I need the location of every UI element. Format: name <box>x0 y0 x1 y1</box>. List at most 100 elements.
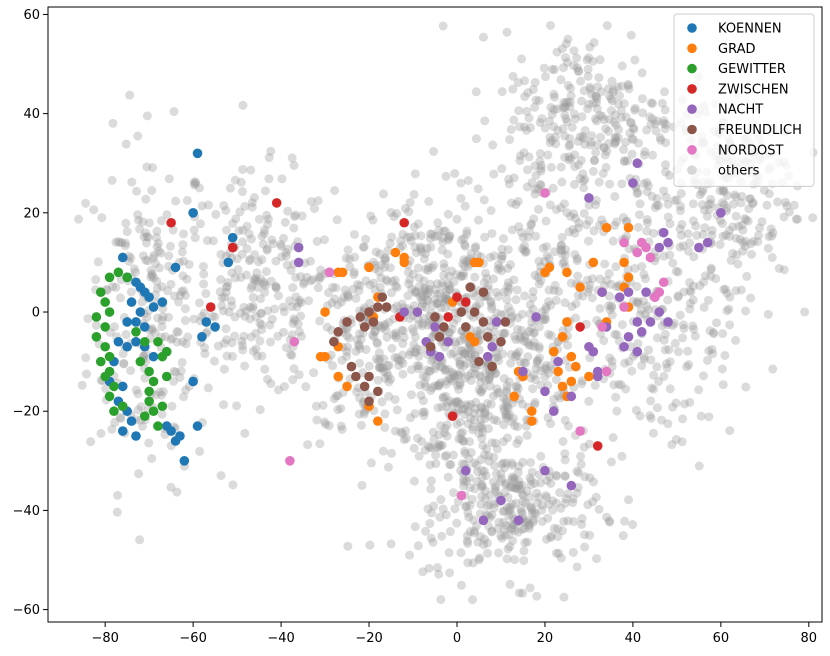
others-point <box>254 257 264 267</box>
others-point <box>673 267 683 277</box>
others-point <box>519 358 529 368</box>
others-point <box>505 135 515 145</box>
others-point <box>697 187 707 197</box>
others-point <box>612 282 622 292</box>
others-point <box>791 214 801 224</box>
others-point <box>569 209 579 219</box>
others-point <box>499 517 509 527</box>
point-nordost <box>619 237 629 248</box>
others-point <box>222 281 232 291</box>
others-point <box>411 287 421 297</box>
others-point <box>81 369 91 379</box>
others-point <box>718 329 728 339</box>
others-point <box>504 283 514 293</box>
others-point <box>306 276 316 286</box>
others-point <box>448 488 458 498</box>
others-point <box>528 304 538 314</box>
others-point <box>731 335 741 345</box>
others-point <box>497 244 507 254</box>
others-point <box>527 505 537 515</box>
others-point <box>285 296 295 306</box>
others-point <box>328 282 338 292</box>
others-point <box>436 303 446 313</box>
others-point <box>430 285 440 295</box>
others-point <box>240 311 250 321</box>
others-point <box>336 403 346 413</box>
others-point <box>179 392 189 402</box>
others-point <box>642 125 652 135</box>
others-point <box>610 133 620 143</box>
others-point <box>620 156 630 166</box>
others-point <box>733 259 743 269</box>
others-point <box>413 314 423 324</box>
others-point <box>603 126 613 136</box>
others-point <box>764 189 774 199</box>
others-point <box>491 486 501 496</box>
others-point <box>700 223 710 233</box>
others-point <box>421 382 431 392</box>
others-point <box>631 405 641 415</box>
others-point <box>617 179 627 189</box>
others-point <box>728 222 738 232</box>
others-point <box>405 314 415 324</box>
others-point <box>531 364 541 374</box>
point-gewitter <box>91 332 102 342</box>
others-point <box>613 82 623 92</box>
others-point <box>563 80 573 90</box>
point-nacht <box>482 351 493 362</box>
others-point <box>216 471 226 481</box>
others-point <box>497 251 507 261</box>
others-point <box>642 214 652 224</box>
others-point <box>494 291 504 301</box>
others-point <box>469 415 479 425</box>
others-point <box>492 308 502 318</box>
others-point <box>440 428 450 438</box>
point-grad <box>509 391 519 402</box>
others-point <box>480 116 490 126</box>
others-point <box>411 347 421 357</box>
others-point <box>469 458 479 468</box>
others-point <box>428 301 438 311</box>
others-point <box>148 163 158 173</box>
others-point <box>251 344 261 354</box>
others-point <box>570 228 580 238</box>
others-point <box>549 523 559 533</box>
y-tick-label: −60 <box>13 603 40 618</box>
point-freundlich <box>456 307 467 317</box>
others-point <box>688 281 698 291</box>
others-point <box>503 281 513 291</box>
others-point <box>239 331 249 341</box>
others-point <box>510 352 520 362</box>
others-point <box>312 236 322 246</box>
others-point <box>611 262 621 272</box>
others-point <box>545 200 555 210</box>
others-point <box>435 289 445 299</box>
others-point <box>537 516 547 526</box>
others-point <box>501 413 511 423</box>
others-point <box>414 273 424 283</box>
others-point <box>477 433 487 443</box>
others-point <box>175 372 185 382</box>
others-point <box>611 392 621 402</box>
others-point <box>420 249 430 259</box>
others-point <box>718 231 728 241</box>
others-point <box>343 291 353 301</box>
others-point <box>333 300 343 310</box>
others-point <box>526 503 536 513</box>
others-point <box>526 219 536 229</box>
point-koennen <box>139 322 150 332</box>
others-point <box>410 169 420 179</box>
others-point <box>147 323 157 333</box>
others-point <box>443 279 453 289</box>
others-point <box>396 236 406 246</box>
others-point <box>250 250 260 260</box>
others-point <box>568 498 578 508</box>
others-point <box>558 63 568 73</box>
others-point <box>518 496 528 506</box>
others-point <box>592 116 602 126</box>
others-point <box>514 588 524 598</box>
others-point <box>712 318 722 328</box>
others-point <box>554 286 564 296</box>
others-point <box>594 177 604 187</box>
others-point <box>737 191 747 201</box>
